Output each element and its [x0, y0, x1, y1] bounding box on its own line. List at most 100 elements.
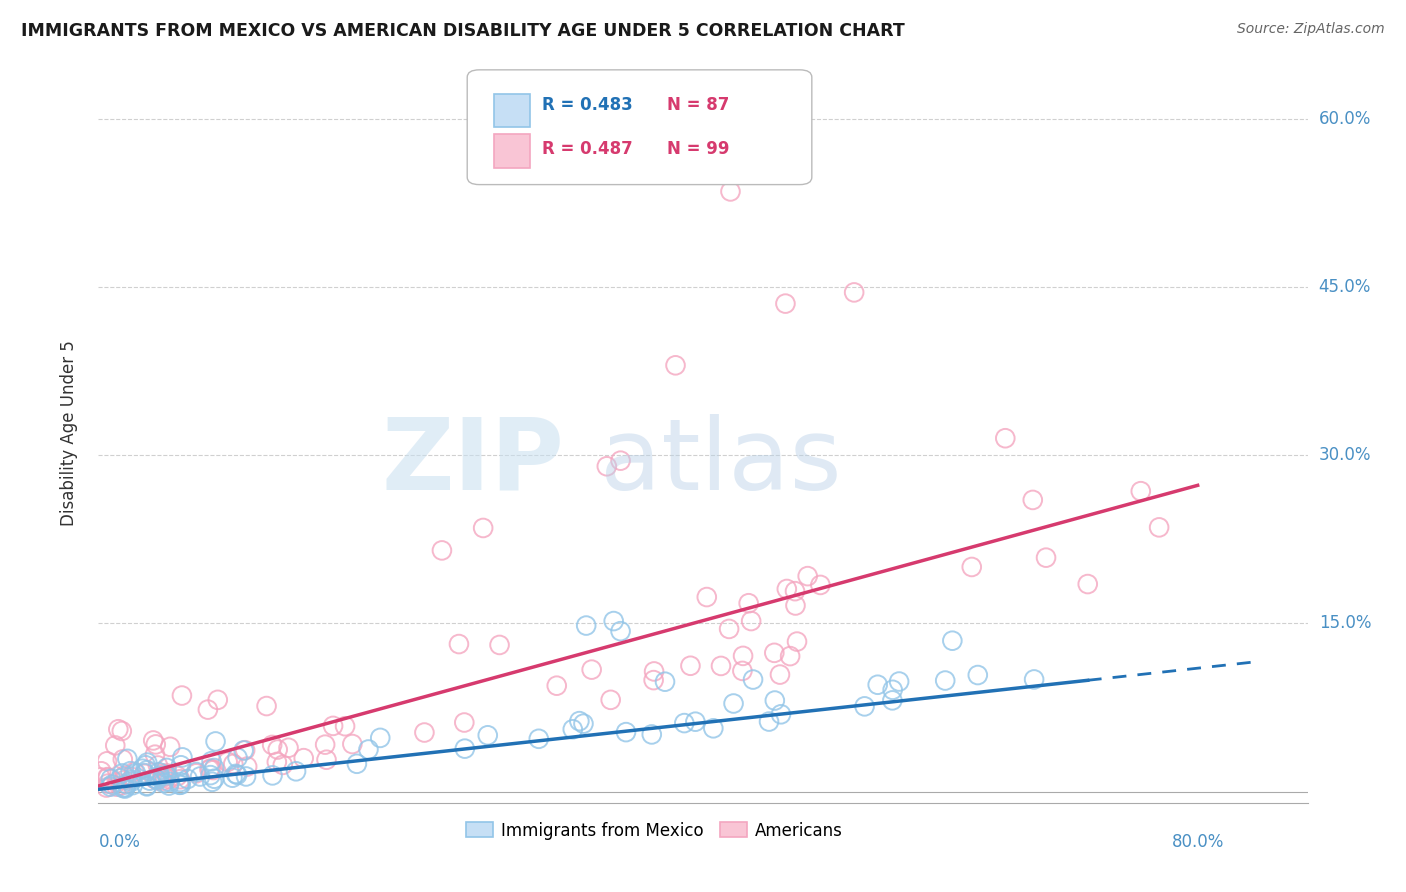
Point [333, 719, 356, 733]
Point [96, 754, 118, 768]
Point [135, 758, 157, 772]
Point [125, 766, 148, 780]
Point [654, 674, 676, 689]
Point [731, 664, 754, 678]
Point [342, 737, 364, 751]
Point [176, 772, 198, 786]
Point [1129, 484, 1152, 499]
Text: N = 99: N = 99 [666, 140, 730, 158]
Point [454, 741, 477, 756]
Point [679, 658, 702, 673]
Point [202, 761, 225, 775]
Point [146, 772, 169, 787]
Point [221, 771, 243, 785]
Point [96, 780, 118, 795]
Point [98, 780, 121, 794]
Point [152, 766, 174, 780]
Point [271, 757, 294, 772]
Point [776, 582, 799, 596]
Point [117, 752, 139, 766]
Text: atlas: atlas [600, 414, 842, 511]
Point [197, 703, 219, 717]
Point [114, 769, 136, 783]
Point [262, 738, 284, 752]
Point [111, 724, 134, 739]
Point [172, 750, 194, 764]
Point [157, 769, 180, 783]
Point [111, 766, 134, 780]
Text: 80.0%: 80.0% [1171, 833, 1223, 851]
Point [346, 756, 368, 771]
Point [710, 659, 733, 673]
Point [143, 772, 166, 786]
Point [488, 638, 510, 652]
Point [112, 773, 135, 788]
Point [120, 774, 142, 789]
Point [960, 560, 983, 574]
Point [156, 768, 179, 782]
Text: 45.0%: 45.0% [1319, 277, 1371, 296]
Point [1077, 577, 1099, 591]
Point [188, 770, 211, 784]
Point [136, 763, 159, 777]
Point [136, 780, 159, 794]
Point [1147, 520, 1170, 534]
Point [357, 742, 380, 756]
Point [170, 758, 193, 772]
Point [201, 774, 224, 789]
Point [581, 663, 603, 677]
Point [166, 769, 188, 783]
Point [146, 773, 169, 788]
Point [115, 777, 138, 791]
Point [844, 285, 866, 300]
Point [156, 766, 179, 780]
Point [111, 752, 134, 766]
Text: R = 0.483: R = 0.483 [543, 95, 633, 113]
Legend: Immigrants from Mexico, Americans: Immigrants from Mexico, Americans [460, 815, 849, 847]
Point [685, 714, 707, 729]
Point [169, 772, 191, 787]
Point [101, 778, 124, 792]
Text: 60.0%: 60.0% [1319, 110, 1371, 128]
Text: Source: ZipAtlas.com: Source: ZipAtlas.com [1237, 22, 1385, 37]
Point [561, 723, 583, 737]
Text: N = 87: N = 87 [666, 95, 730, 113]
Point [413, 725, 436, 739]
Point [740, 614, 762, 628]
Y-axis label: Disability Age Under 5: Disability Age Under 5 [59, 340, 77, 525]
Point [217, 755, 239, 769]
Point [143, 747, 166, 762]
Point [292, 751, 315, 765]
Point [262, 768, 284, 782]
Point [120, 772, 142, 787]
Point [472, 521, 495, 535]
Point [368, 731, 391, 745]
Point [122, 778, 145, 792]
Point [100, 772, 122, 786]
Point [156, 761, 179, 775]
Point [887, 674, 910, 689]
Point [148, 769, 170, 783]
Point [142, 733, 165, 747]
Point [572, 716, 595, 731]
Point [200, 768, 222, 782]
Point [202, 763, 225, 777]
Point [643, 665, 665, 679]
Point [430, 543, 453, 558]
Text: 0.0%: 0.0% [98, 833, 141, 851]
Point [110, 778, 132, 792]
Point [152, 773, 174, 788]
Point [235, 769, 257, 783]
Point [994, 431, 1017, 445]
Point [97, 777, 120, 791]
Point [742, 673, 765, 687]
Point [796, 569, 818, 583]
Point [775, 296, 797, 310]
Point [233, 743, 256, 757]
Point [315, 753, 337, 767]
Point [89, 771, 111, 785]
Point [527, 731, 550, 746]
Point [720, 185, 742, 199]
Point [104, 739, 127, 753]
Point [90, 764, 112, 779]
